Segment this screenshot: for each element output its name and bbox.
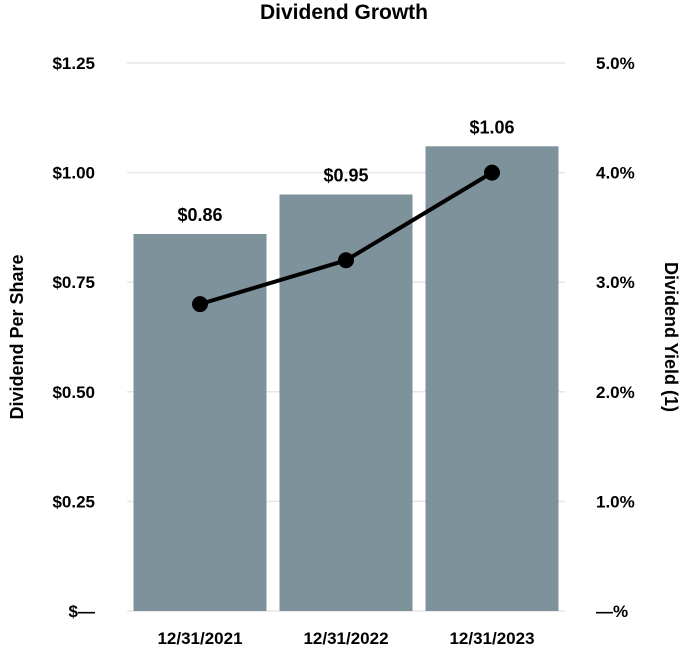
left-axis-tick-label: $0.50	[52, 383, 95, 402]
data-labels: $0.86 $0.95 $1.06	[177, 117, 514, 225]
x-axis-tick-label: 12/31/2023	[449, 629, 534, 648]
x-axis-tick-label: 12/31/2021	[157, 629, 242, 648]
dividend-yield-point	[192, 296, 208, 313]
left-axis-ticks: $— $0.25 $0.50 $0.75 $1.00 $1.25	[52, 54, 95, 621]
dividend-yield-point	[484, 164, 500, 181]
bar-data-label: $0.86	[177, 205, 222, 225]
left-axis-title: Dividend Per Share	[7, 254, 27, 419]
right-axis-tick-label: 4.0%	[596, 164, 635, 183]
right-axis-ticks: —% 1.0% 2.0% 3.0% 4.0% 5.0%	[596, 54, 635, 621]
x-axis-ticks: 12/31/2021 12/31/2022 12/31/2023	[157, 629, 534, 648]
left-axis-tick-label: $—	[69, 602, 95, 621]
yield-line-group	[192, 164, 500, 313]
left-axis-tick-label: $0.25	[52, 492, 95, 511]
dividend-bar	[425, 146, 559, 611]
left-axis-tick-label: $1.25	[52, 54, 95, 73]
right-axis-tick-label: 3.0%	[596, 273, 635, 292]
right-axis-tick-label: 1.0%	[596, 492, 635, 511]
right-axis-title: Dividend Yield (1)	[661, 262, 681, 412]
bar-data-label: $0.95	[323, 166, 368, 186]
right-axis-tick-label: 5.0%	[596, 54, 635, 73]
right-axis-tick-label: 2.0%	[596, 383, 635, 402]
chart-title: Dividend Growth	[260, 1, 428, 24]
right-axis-tick-label: —%	[596, 602, 628, 621]
left-axis-tick-label: $0.75	[52, 273, 95, 292]
x-axis-tick-label: 12/31/2022	[303, 629, 388, 648]
bar-data-label: $1.06	[469, 117, 514, 137]
dividend-yield-point	[338, 252, 354, 269]
left-axis-tick-label: $1.00	[52, 164, 95, 183]
